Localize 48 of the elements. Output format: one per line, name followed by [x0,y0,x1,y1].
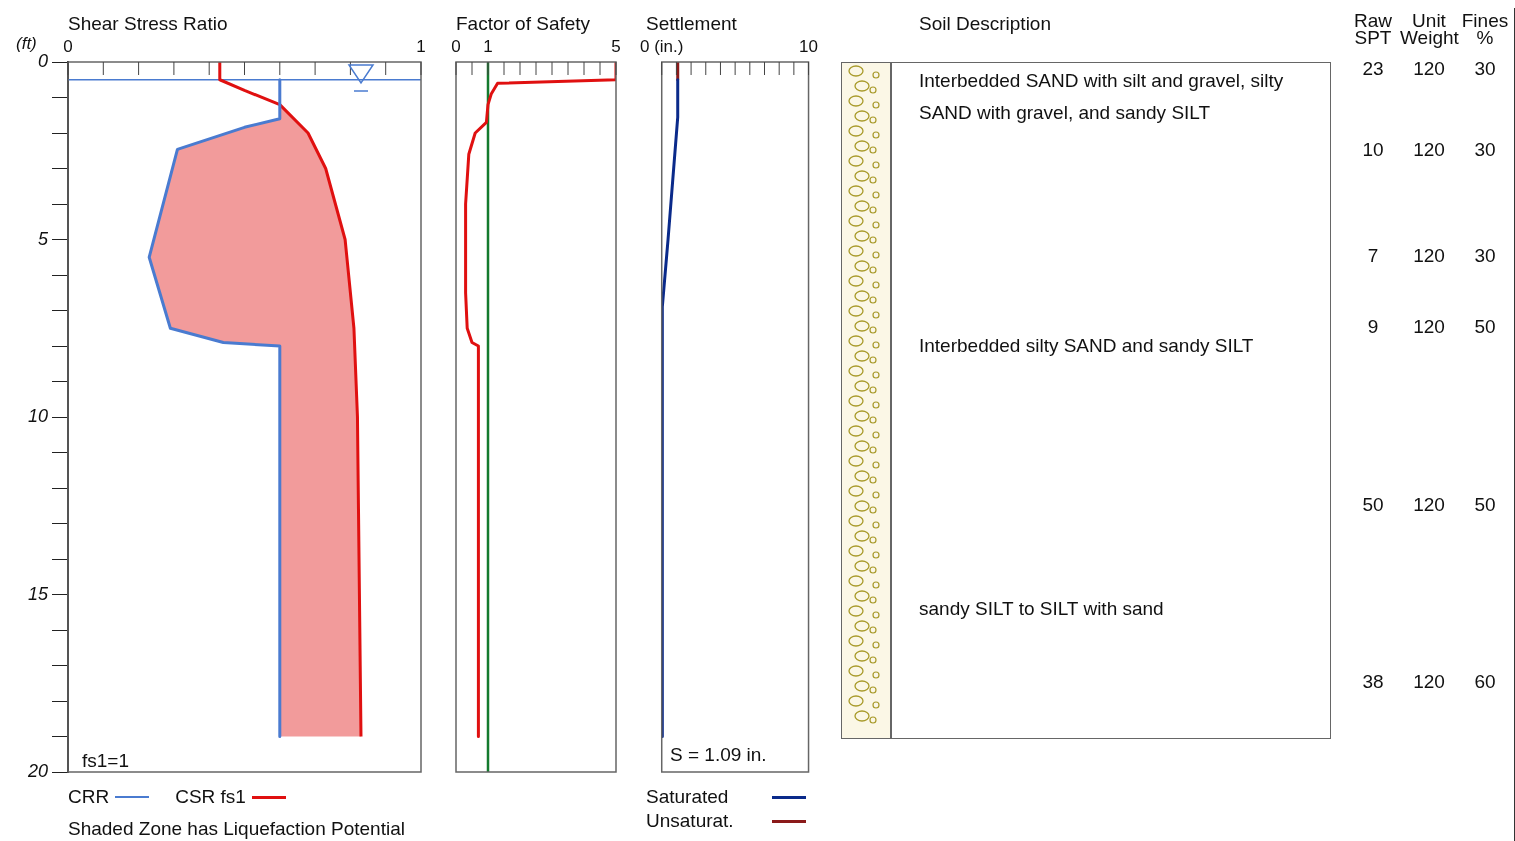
chart-title: Factor of Safety [456,13,591,35]
text: 50 [1361,493,1385,516]
text: 50 [1473,316,1497,339]
y-axis-title: (ft) [16,34,37,54]
text: 30 [1473,58,1497,80]
y-tick-label: 5 [37,228,49,249]
text: 38 [1361,671,1385,694]
text: 60 [1473,671,1497,694]
chart-title: Settlement [646,13,737,35]
text: Interbedded SAND with silt and gravel, silty SAND with gravel, and sandy SILT [919,69,1285,126]
annotation: S = 1.09 in. [670,744,767,766]
x-tick-label: 0 [451,37,461,57]
text: 23 [1361,58,1385,80]
text: 7 [1366,245,1380,268]
text: Fines % [1461,10,1509,48]
text: Raw SPT [1353,10,1392,48]
x-tick-label: 1 [416,37,426,57]
y-tick-label: 0 [37,51,48,71]
text: 30 [1473,245,1497,268]
text: Soil Description [919,13,1051,35]
text: 120 [1412,58,1446,80]
text: Unit Weight [1400,10,1459,48]
text: 50 [1473,493,1497,516]
text: 120 [1412,138,1446,161]
chart-title: Shear Stress Ratio [68,13,228,35]
annotation: fs1=1 [82,750,130,772]
text: sandy SILT to SILT with sand [919,596,1165,621]
text: 120 [1412,316,1446,339]
text: 9 [1366,316,1380,339]
text: Shaded Zone has Liquefaction Potential [68,818,405,840]
y-tick-label: 10 [27,406,48,426]
x-tick-label: 5 [611,37,621,57]
text: 120 [1412,245,1446,268]
x-tick-label: 0 (in.) [639,37,684,57]
text: 120 [1412,671,1446,694]
legend-label: CSR fs1 [175,786,246,808]
legend-label: Unsaturat. [646,810,734,832]
legend-label: Saturated [646,786,729,808]
x-tick-label: 1 [483,37,493,57]
y-tick-label: 15 [27,583,49,604]
x-tick-label: 10 [799,37,819,57]
text: Interbedded silty SAND and sandy SILT [919,333,1255,358]
text: 10 [1361,138,1385,161]
text: 30 [1473,138,1497,161]
x-tick-label: 0 [63,37,73,57]
y-tick-label: 20 [26,761,48,781]
text: 120 [1412,493,1446,516]
legend-label: CRR [68,786,110,808]
